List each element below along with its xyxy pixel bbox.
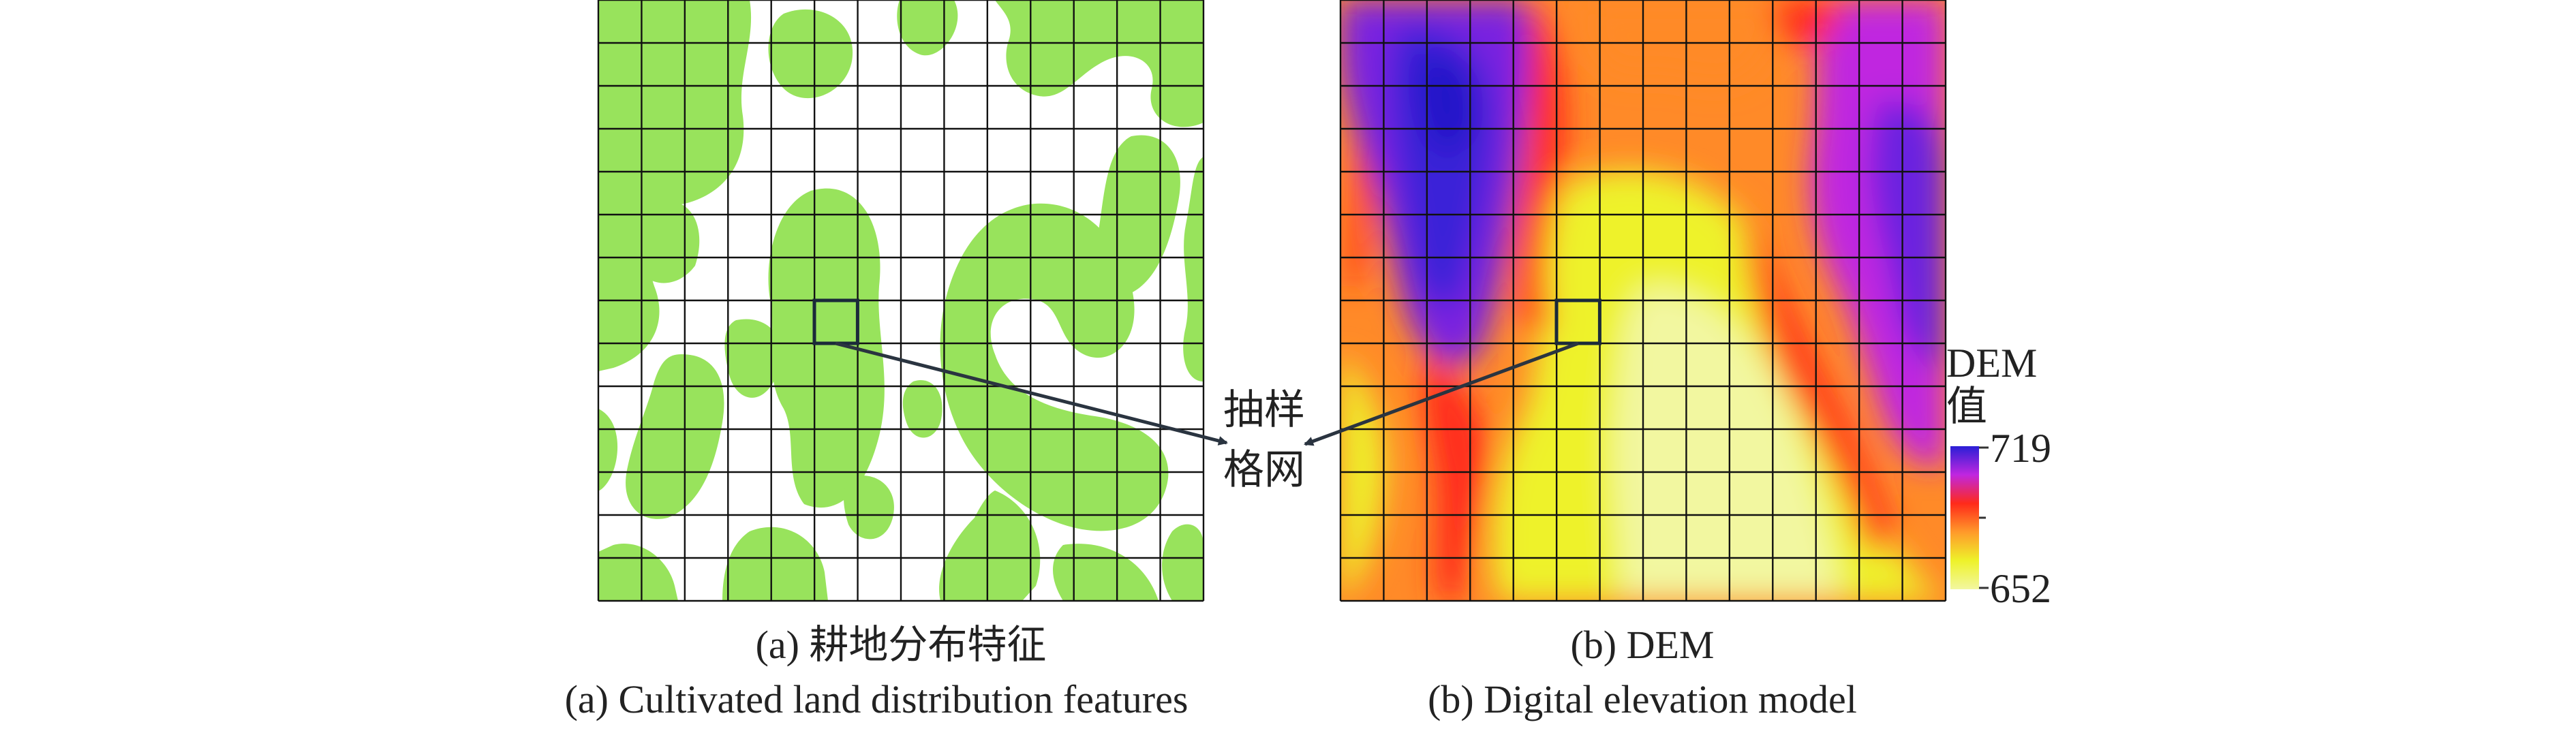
sampling-grid-b — [1339, 0, 1947, 602]
colorbar-title-line2: 值 — [1946, 384, 1987, 429]
caption-a-cn: (a) 耕地分布特征 — [755, 623, 1047, 667]
annotation-label-line1: 抽样 — [1223, 388, 1305, 433]
caption-a-en: (a) Cultivated land distribution feature… — [564, 677, 1189, 721]
annotation-label-line2: 格网 — [1223, 448, 1305, 493]
land-map-panel — [597, 0, 1205, 602]
dem-colorbar — [1950, 446, 1989, 589]
arrow-from-panel-b — [1304, 341, 1579, 446]
dem-panel — [1339, 0, 1947, 602]
colorbar-min-label: 652 — [1990, 566, 2051, 611]
caption-b-cn: (b) DEM — [1570, 623, 1715, 667]
colorbar-max-label: 719 — [1990, 426, 2051, 471]
arrow-from-panel-a — [835, 341, 1228, 446]
colorbar-title-line1: DEM — [1946, 341, 2038, 386]
caption-b-en: (b) Digital elevation model — [1428, 677, 1857, 721]
cultivated-land-patches — [598, 0, 1203, 601]
